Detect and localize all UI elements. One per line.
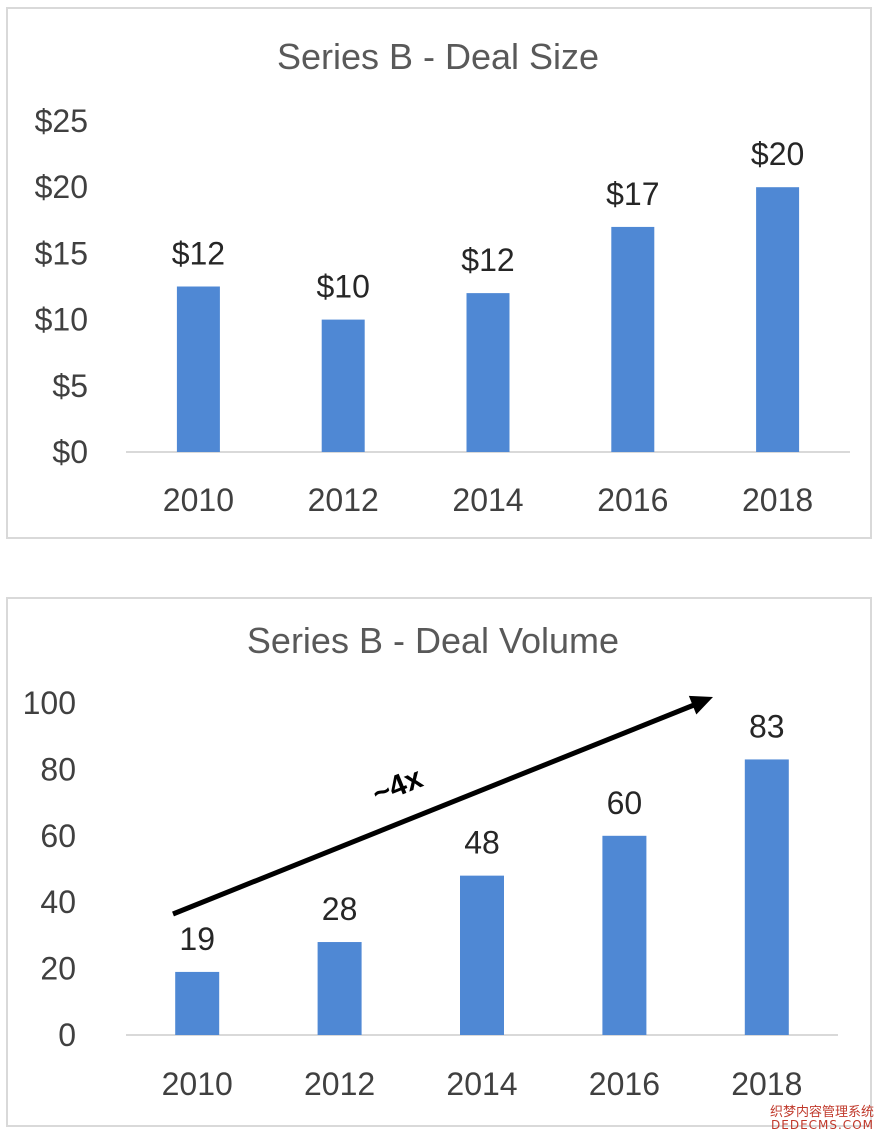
deal-size-chart: Series B - Deal Size $0 $5 $10 $15 $20 $25 $12 2… xyxy=(35,36,850,518)
y-tick-label: 20 xyxy=(40,951,76,987)
bar-2014 xyxy=(466,293,510,452)
y-tick-label: 80 xyxy=(40,751,76,787)
y-tick-label: $20 xyxy=(35,169,88,205)
y-tick-label: $25 xyxy=(35,103,88,139)
data-label-2014: $12 xyxy=(461,242,514,278)
x-tick-label-2010: 2010 xyxy=(162,1066,233,1102)
data-label-2010: $12 xyxy=(172,236,225,272)
trend-arrow-line xyxy=(172,700,700,917)
y-tick-label: 100 xyxy=(23,685,76,721)
bar-2018 xyxy=(756,187,800,452)
x-tick-label-2012: 2012 xyxy=(308,482,379,518)
bar-2016 xyxy=(611,226,655,452)
chart-title: Series B - Deal Volume xyxy=(247,620,619,661)
deal-volume-chart: Series B - Deal Volume 0 20 40 60 80 100 19 2010… xyxy=(23,620,838,1102)
chart-title: Series B - Deal Size xyxy=(277,36,599,77)
trend-annotation-label: ~4x xyxy=(368,761,428,811)
x-tick-label-2018: 2018 xyxy=(742,482,813,518)
data-label-2012: 28 xyxy=(322,891,358,927)
y-tick-label: 60 xyxy=(40,818,76,854)
bar-2016 xyxy=(602,835,647,1035)
y-tick-label: $10 xyxy=(35,302,88,338)
x-tick-label-2010: 2010 xyxy=(163,482,234,518)
deal-size-chart-panel: Series B - Deal Size $0 $5 $10 $15 $20 $25 $12 2… xyxy=(6,7,872,539)
y-tick-label: 40 xyxy=(40,884,76,920)
y-tick-label: 0 xyxy=(58,1017,76,1053)
data-label-2016: $17 xyxy=(606,176,659,212)
y-tick-label: $5 xyxy=(52,368,88,404)
data-label-2010: 19 xyxy=(179,921,215,957)
y-tick-label: $0 xyxy=(52,434,88,470)
x-tick-label-2016: 2016 xyxy=(597,482,668,518)
data-label-2018: 83 xyxy=(749,708,785,744)
y-tick-label: $15 xyxy=(35,235,88,271)
bar-2012 xyxy=(317,942,362,1035)
watermark-line-1: 织梦内容管理系统 xyxy=(769,1104,874,1120)
x-tick-label-2018: 2018 xyxy=(731,1066,802,1102)
watermark-line-2: DEDECMS.COM xyxy=(771,1118,874,1133)
trend-arrow-head xyxy=(688,695,713,715)
data-label-2014: 48 xyxy=(464,825,500,861)
x-tick-label-2016: 2016 xyxy=(589,1066,660,1102)
bar-2018 xyxy=(744,759,789,1035)
data-label-2012: $10 xyxy=(317,269,370,305)
data-label-2018: $20 xyxy=(751,136,804,172)
data-label-2016: 60 xyxy=(607,785,643,821)
watermark: 织梦内容管理系统 DEDECMS.COM xyxy=(770,1106,874,1132)
x-tick-label-2014: 2014 xyxy=(452,482,523,518)
bar-2014 xyxy=(460,875,504,1035)
x-tick-label-2014: 2014 xyxy=(446,1066,517,1102)
x-tick-label-2012: 2012 xyxy=(304,1066,375,1102)
bar-2010 xyxy=(176,286,220,452)
bar-2010 xyxy=(175,971,220,1035)
bar-2012 xyxy=(321,319,365,452)
deal-volume-chart-panel: Series B - Deal Volume 0 20 40 60 80 100 19 2010… xyxy=(6,597,872,1127)
